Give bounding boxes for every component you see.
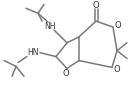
Text: O: O <box>63 69 69 78</box>
Text: NH: NH <box>44 22 56 31</box>
Text: O: O <box>114 65 120 74</box>
Text: HN: HN <box>27 48 39 57</box>
Text: O: O <box>93 1 99 10</box>
Text: O: O <box>115 21 121 30</box>
